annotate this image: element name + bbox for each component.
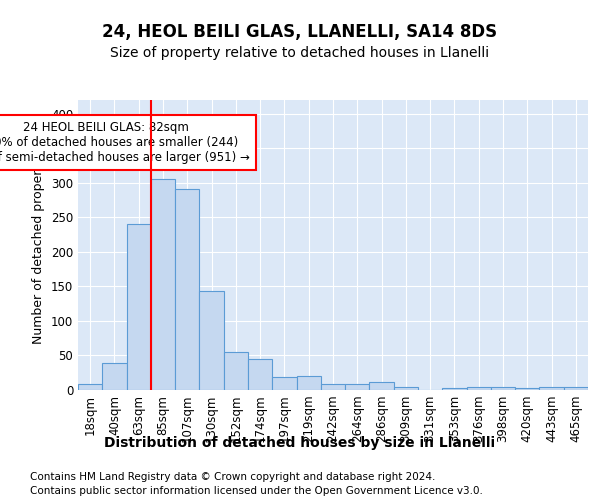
Bar [102,363,127,390]
Text: Contains HM Land Registry data © Crown copyright and database right 2024.: Contains HM Land Registry data © Crown c… [30,472,436,482]
Bar [296,376,321,390]
Bar [151,180,175,390]
Bar [224,352,248,390]
Text: Contains public sector information licensed under the Open Government Licence v3: Contains public sector information licen… [30,486,483,496]
Bar [515,388,539,390]
Bar [539,386,564,390]
Bar [467,387,491,390]
Bar [321,384,345,390]
Text: Size of property relative to detached houses in Llanelli: Size of property relative to detached ho… [110,46,490,60]
Text: 24 HEOL BEILI GLAS: 82sqm
← 20% of detached houses are smaller (244)
80% of semi: 24 HEOL BEILI GLAS: 82sqm ← 20% of detac… [0,120,250,164]
Y-axis label: Number of detached properties: Number of detached properties [32,146,46,344]
Bar [199,290,224,390]
Bar [127,224,151,390]
Bar [442,388,467,390]
Bar [564,386,588,390]
Text: Distribution of detached houses by size in Llanelli: Distribution of detached houses by size … [104,436,496,450]
Bar [248,359,272,390]
Bar [272,377,296,390]
Bar [345,384,370,390]
Bar [394,386,418,390]
Bar [370,382,394,390]
Text: 24, HEOL BEILI GLAS, LLANELLI, SA14 8DS: 24, HEOL BEILI GLAS, LLANELLI, SA14 8DS [103,24,497,42]
Bar [175,189,199,390]
Bar [78,384,102,390]
Bar [491,387,515,390]
